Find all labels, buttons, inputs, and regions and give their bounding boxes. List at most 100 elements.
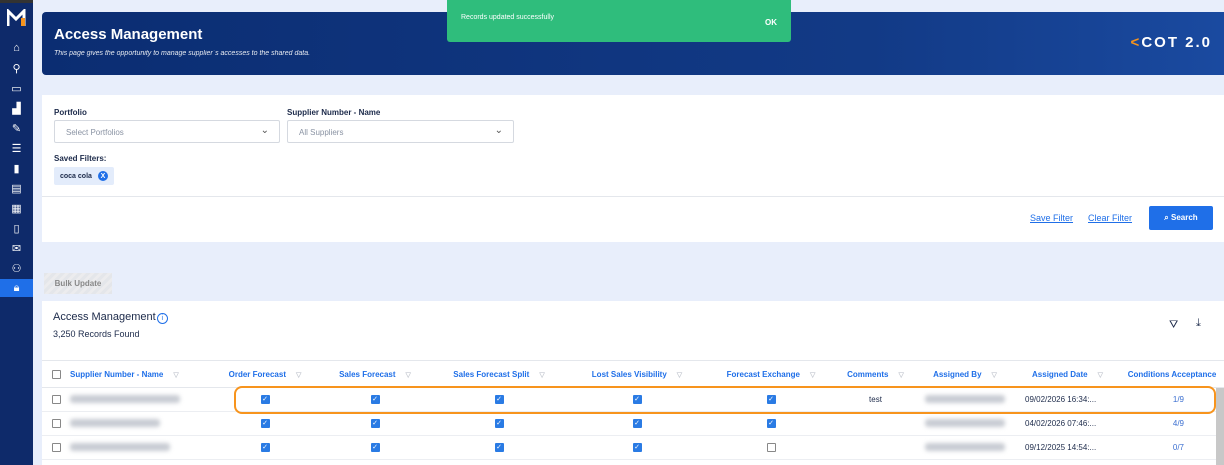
conditions-link[interactable]: 1/9	[1120, 387, 1224, 412]
permission-cell: ✓	[210, 387, 320, 412]
column-header[interactable]: Sales Forecast ▽	[320, 360, 430, 388]
filter-icon[interactable]: ▽	[809, 371, 816, 379]
supplier-select[interactable]: All Suppliers ⌄	[287, 120, 514, 143]
download-icon[interactable]: ⤓	[1196, 317, 1201, 329]
bulk-update-button[interactable]: Bulk Update	[44, 273, 112, 294]
conditions-link[interactable]: 4/9	[1120, 411, 1224, 436]
column-header[interactable]: Assigned Date ▽	[1015, 360, 1120, 388]
permission-checkbox[interactable]: ✓	[632, 395, 642, 405]
comments-cell	[836, 435, 915, 460]
chevron-down-icon: ⌄	[494, 125, 503, 136]
sidebar-item-bars[interactable]: ▮	[0, 159, 33, 177]
sidebar-item-lock[interactable]: 🔒︎	[0, 279, 33, 297]
saved-filters-label: Saved Filters:	[54, 154, 107, 163]
assigned-by-cell	[915, 387, 1015, 412]
bars-icon: ▮	[13, 162, 20, 175]
table-row[interactable]: ✓ ✓ ✓ ✓ ✓ test 09/02/2026 16:34:... 1/9	[42, 387, 1224, 412]
page-title: Access Management	[54, 26, 203, 43]
filter-icon[interactable]: ▽	[676, 371, 683, 379]
edit-doc-icon: ✎	[11, 122, 22, 135]
chevron-down-icon: ⌄	[260, 125, 269, 136]
filter-icon[interactable]: ▽	[405, 371, 411, 379]
row-checkbox[interactable]	[51, 419, 61, 429]
select-all-checkbox[interactable]	[51, 369, 61, 379]
scrollbar[interactable]	[1216, 388, 1224, 465]
sidebar-item-edit-doc[interactable]: ✎	[0, 119, 33, 137]
clear-filter-link[interactable]: Clear Filter	[1088, 213, 1133, 223]
sidebar-item-doc-gear[interactable]: ▤	[0, 179, 33, 197]
filter-icon[interactable]: ▽	[539, 371, 545, 379]
supplier-label: Supplier Number - Name	[287, 108, 381, 117]
filter-icon[interactable]: ▽	[898, 371, 904, 379]
column-header[interactable]: Conditions Acceptance	[1120, 360, 1224, 388]
filter-icon[interactable]: ▽	[1097, 371, 1103, 379]
assigned-by-cell	[915, 435, 1015, 460]
supplier-cell	[70, 411, 210, 436]
list-icon: ☰	[11, 142, 22, 155]
permission-checkbox[interactable]: ✓	[632, 443, 642, 453]
filter-icon[interactable]: ▽	[173, 371, 179, 379]
remove-chip-icon[interactable]: X	[97, 171, 108, 181]
row-checkbox[interactable]	[51, 443, 61, 453]
filter-icon[interactable]: ▽	[991, 371, 997, 379]
permission-checkbox[interactable]: ✓	[632, 419, 642, 429]
save-filter-link[interactable]: Save Filter	[1030, 213, 1074, 223]
toast-ok-button[interactable]: OK	[765, 18, 777, 27]
column-header[interactable]: Sales Forecast Split ▽	[430, 360, 568, 388]
app-logo[interactable]	[7, 9, 27, 27]
permission-checkbox[interactable]: ✓	[494, 419, 504, 429]
permission-checkbox[interactable]: ✓	[494, 443, 504, 453]
permission-checkbox[interactable]: ✓	[370, 395, 380, 405]
permission-checkbox[interactable]: ✓	[370, 443, 380, 453]
permission-checkbox[interactable]: ✓	[766, 419, 776, 429]
sidebar-item-calculator[interactable]: ▦	[0, 199, 33, 217]
brand-logo: <COT 2.0	[1130, 34, 1212, 51]
filter-icon[interactable]: ▽	[295, 371, 302, 379]
column-header[interactable]: Assigned By ▽	[915, 360, 1015, 388]
search-chart-icon: ⚲	[12, 62, 21, 75]
search-icon: ⌕	[1164, 213, 1171, 222]
home-icon: ⌂	[13, 42, 20, 54]
supplier-cell	[70, 435, 210, 460]
permission-checkbox[interactable]: ✓	[260, 395, 270, 405]
permission-cell: ✓	[706, 387, 836, 412]
select-all-cell	[42, 360, 70, 388]
permission-checkbox[interactable]: ✓	[766, 395, 776, 405]
permission-cell: ✓	[706, 411, 836, 436]
sidebar-item-home[interactable]: ⌂	[0, 39, 33, 57]
permission-checkbox[interactable]: ✓	[260, 443, 270, 453]
sidebar-item-users[interactable]: ⚇	[0, 259, 33, 277]
column-header[interactable]: Order Forecast ▽	[210, 360, 320, 388]
sidebar-item-folder-image[interactable]: ▭	[0, 79, 33, 97]
records-table-card: Access Management i 3,250 Records Found ⛛…	[42, 301, 1224, 465]
sidebar-item-report[interactable]: ▯	[0, 219, 33, 237]
column-header[interactable]: Supplier Number - Name ▽	[70, 360, 210, 388]
clear-filters-icon[interactable]: ⛛	[1169, 319, 1179, 331]
portfolio-select[interactable]: Select Portfolios ⌄	[54, 120, 280, 143]
assigned-date-cell: 04/02/2026 07:46:...	[1015, 411, 1120, 436]
row-select-cell	[42, 387, 70, 412]
permission-checkbox[interactable]	[766, 443, 776, 453]
assigned-date-cell: 09/12/2025 14:54:...	[1015, 435, 1120, 460]
lock-icon: 🔒︎	[13, 281, 20, 294]
info-icon[interactable]: i	[156, 313, 168, 324]
search-button[interactable]: ⌕ Search	[1149, 206, 1213, 230]
calculator-icon: ▦	[11, 202, 22, 215]
sidebar-item-search-chart[interactable]: ⚲	[0, 59, 33, 77]
column-header[interactable]: Comments ▽	[836, 360, 915, 388]
table-row[interactable]: ✓ ✓ ✓ ✓ 09/12/2025 14:54:... 0/7	[42, 435, 1224, 460]
sidebar-item-mail[interactable]: ✉	[0, 239, 33, 257]
doc-gear-icon: ▤	[11, 182, 22, 195]
sidebar-item-bar-chart[interactable]: ▟	[0, 99, 33, 117]
saved-filter-chip[interactable]: coca cola X	[54, 167, 114, 185]
permission-checkbox[interactable]: ✓	[260, 419, 270, 429]
column-header[interactable]: Forecast Exchange ▽	[706, 360, 836, 388]
conditions-link[interactable]: 0/7	[1120, 435, 1224, 460]
table-row[interactable]: ✓ ✓ ✓ ✓ ✓ 04/02/2026 07:46:... 4/9	[42, 411, 1224, 436]
row-checkbox[interactable]	[51, 395, 61, 405]
permission-checkbox[interactable]: ✓	[370, 419, 380, 429]
records-count: 3,250 Records Found	[53, 329, 140, 339]
sidebar-item-list[interactable]: ☰	[0, 139, 33, 157]
permission-checkbox[interactable]: ✓	[494, 395, 504, 405]
column-header[interactable]: Lost Sales Visibility ▽	[568, 360, 706, 388]
